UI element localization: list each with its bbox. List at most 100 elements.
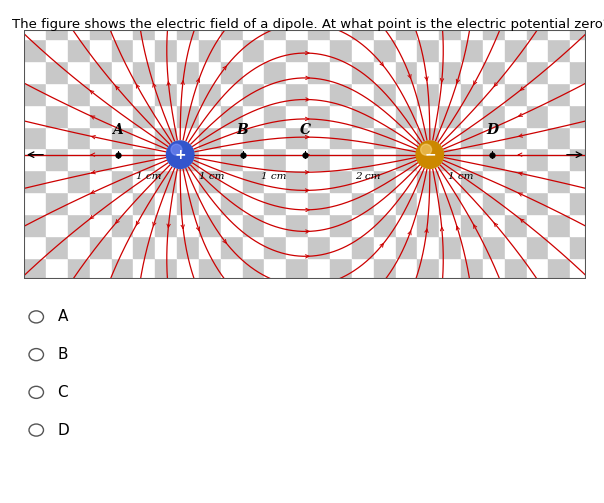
- Bar: [265, 127, 286, 148]
- Bar: [68, 39, 89, 61]
- Bar: [221, 18, 243, 39]
- Bar: [286, 105, 308, 127]
- Bar: [417, 171, 439, 192]
- Bar: [527, 214, 548, 236]
- Bar: [133, 171, 155, 192]
- Bar: [570, 105, 592, 127]
- Bar: [461, 61, 483, 83]
- Bar: [505, 171, 527, 192]
- Bar: [243, 258, 265, 280]
- Bar: [90, 83, 112, 105]
- Bar: [396, 148, 417, 171]
- Bar: [461, 105, 483, 127]
- Bar: [90, 105, 112, 127]
- Text: 2 cm: 2 cm: [355, 172, 380, 181]
- Bar: [243, 83, 265, 105]
- Bar: [439, 214, 461, 236]
- Bar: [286, 192, 308, 214]
- Bar: [265, 258, 286, 280]
- Bar: [133, 127, 155, 148]
- Bar: [483, 83, 505, 105]
- Bar: [199, 127, 221, 148]
- Bar: [24, 214, 46, 236]
- Bar: [46, 105, 68, 127]
- Bar: [352, 214, 374, 236]
- Bar: [548, 236, 570, 258]
- Bar: [308, 214, 330, 236]
- Bar: [177, 105, 199, 127]
- Bar: [439, 171, 461, 192]
- Bar: [133, 258, 155, 280]
- Bar: [505, 61, 527, 83]
- Bar: [461, 39, 483, 61]
- Bar: [461, 148, 483, 171]
- Bar: [570, 148, 592, 171]
- Bar: [112, 105, 133, 127]
- Bar: [265, 18, 286, 39]
- Bar: [199, 105, 221, 127]
- Bar: [68, 192, 89, 214]
- Bar: [570, 192, 592, 214]
- Bar: [155, 258, 177, 280]
- Bar: [177, 236, 199, 258]
- Bar: [155, 236, 177, 258]
- Bar: [24, 148, 46, 171]
- Bar: [68, 105, 89, 127]
- Bar: [396, 192, 417, 214]
- Bar: [308, 39, 330, 61]
- Bar: [90, 236, 112, 258]
- Bar: [352, 105, 374, 127]
- Bar: [177, 83, 199, 105]
- Bar: [46, 39, 68, 61]
- Bar: [68, 258, 89, 280]
- Bar: [548, 83, 570, 105]
- Bar: [330, 148, 352, 171]
- Bar: [396, 18, 417, 39]
- Bar: [483, 127, 505, 148]
- Bar: [527, 192, 548, 214]
- Bar: [68, 214, 89, 236]
- Bar: [177, 192, 199, 214]
- Bar: [483, 192, 505, 214]
- Bar: [308, 258, 330, 280]
- Bar: [330, 214, 352, 236]
- Bar: [155, 39, 177, 61]
- Bar: [396, 258, 417, 280]
- Bar: [199, 83, 221, 105]
- Bar: [155, 214, 177, 236]
- Bar: [265, 192, 286, 214]
- Bar: [112, 127, 133, 148]
- Bar: [461, 192, 483, 214]
- Bar: [570, 258, 592, 280]
- Text: 1 cm: 1 cm: [261, 172, 286, 181]
- Text: D: D: [486, 123, 498, 137]
- Bar: [24, 236, 46, 258]
- Bar: [24, 105, 46, 127]
- Bar: [265, 105, 286, 127]
- Bar: [308, 105, 330, 127]
- Bar: [68, 127, 89, 148]
- Bar: [527, 236, 548, 258]
- Bar: [46, 127, 68, 148]
- Bar: [133, 105, 155, 127]
- Bar: [374, 258, 396, 280]
- Bar: [243, 236, 265, 258]
- Bar: [548, 39, 570, 61]
- Bar: [527, 61, 548, 83]
- Bar: [68, 18, 89, 39]
- Bar: [483, 214, 505, 236]
- Bar: [24, 39, 46, 61]
- Text: The figure shows the electric field of a dipole. At what point is the electric p: The figure shows the electric field of a…: [12, 18, 604, 31]
- Bar: [177, 148, 199, 171]
- Bar: [265, 39, 286, 61]
- Bar: [265, 214, 286, 236]
- Bar: [417, 61, 439, 83]
- Bar: [243, 171, 265, 192]
- Bar: [112, 171, 133, 192]
- Bar: [352, 192, 374, 214]
- Circle shape: [416, 141, 443, 169]
- Bar: [527, 105, 548, 127]
- Text: D: D: [57, 423, 69, 438]
- Bar: [68, 83, 89, 105]
- Bar: [505, 258, 527, 280]
